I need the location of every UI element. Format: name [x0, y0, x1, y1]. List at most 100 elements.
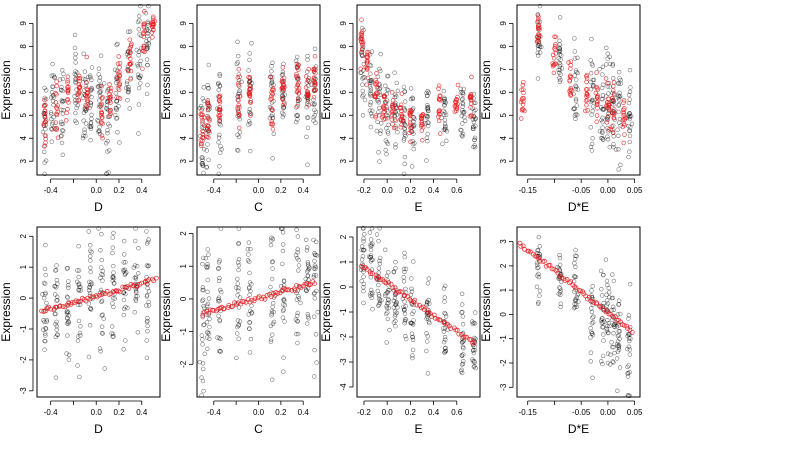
data-point-black	[589, 141, 595, 147]
data-point-black	[305, 245, 310, 250]
data-point-red	[75, 299, 81, 305]
x-tick-label: -0.4	[207, 186, 221, 195]
data-point-black	[362, 248, 367, 253]
data-point-black	[204, 265, 210, 271]
data-point-black	[360, 82, 365, 87]
data-point-black	[410, 334, 415, 340]
data-point-black	[600, 72, 605, 77]
data-point-black	[98, 53, 104, 58]
data-point-black	[75, 334, 81, 339]
data-point-black	[123, 271, 128, 276]
data-point-black	[627, 347, 633, 352]
data-point-red	[247, 99, 253, 105]
data-point-red	[391, 125, 397, 131]
data-point-black	[269, 276, 275, 282]
data-point-black	[376, 150, 381, 155]
data-point-red	[594, 70, 599, 75]
data-point-red	[107, 113, 113, 118]
data-point-black	[557, 79, 562, 85]
data-point-black	[271, 301, 276, 306]
data-point-black	[205, 142, 210, 147]
data-point-black	[269, 238, 274, 243]
data-point-black	[64, 321, 70, 326]
data-point-black	[459, 353, 464, 358]
data-point-black	[98, 248, 103, 253]
data-point-black	[295, 102, 301, 107]
data-point-black	[460, 131, 466, 137]
data-point-red	[270, 121, 275, 126]
data-point-red	[99, 96, 105, 101]
data-point-black	[236, 148, 241, 153]
data-point-black	[628, 336, 633, 341]
data-point-red	[606, 311, 612, 317]
data-point-red	[436, 86, 441, 91]
data-point-black	[139, 33, 144, 39]
data-point-black	[590, 84, 596, 89]
data-point-black	[573, 83, 578, 88]
data-point-red	[568, 85, 574, 91]
data-point-black	[99, 232, 104, 237]
data-point-black	[410, 321, 415, 326]
data-point-black	[459, 128, 464, 133]
data-point-black	[440, 141, 445, 147]
data-point-black	[249, 282, 254, 287]
data-point-black	[611, 331, 616, 336]
data-point-black	[43, 326, 48, 331]
data-point-black	[442, 310, 447, 316]
data-point-red	[303, 74, 309, 79]
data-point-red	[117, 82, 122, 88]
data-point-black	[368, 237, 374, 242]
data-point-black	[557, 38, 562, 43]
data-point-black	[101, 81, 107, 86]
data-point-black	[87, 73, 93, 78]
data-point-red	[567, 78, 572, 84]
data-point-red	[583, 87, 589, 92]
data-point-black	[73, 110, 78, 116]
data-point-black	[269, 259, 275, 265]
data-point-red	[594, 102, 600, 107]
data-point-red	[312, 281, 317, 287]
data-point-red	[142, 43, 147, 49]
data-point-black	[313, 239, 319, 245]
data-point-red	[469, 74, 474, 80]
data-point-black	[137, 75, 143, 81]
data-point-red	[85, 295, 91, 301]
data-point-red	[42, 108, 48, 114]
data-point-black	[627, 67, 633, 73]
data-point-black	[89, 116, 94, 122]
data-point-black	[248, 246, 253, 252]
data-point-black	[219, 289, 224, 295]
data-point-black	[269, 311, 274, 316]
data-point-black	[98, 287, 104, 293]
data-point-red	[279, 79, 285, 84]
data-point-red	[294, 89, 300, 94]
data-point-black	[247, 121, 253, 126]
data-point-black	[296, 268, 301, 273]
data-point-black	[387, 288, 392, 293]
data-point-black	[44, 300, 49, 306]
data-point-black	[104, 106, 109, 111]
data-point-black	[52, 284, 58, 289]
data-point-red	[247, 92, 252, 98]
data-point-black	[393, 318, 398, 324]
data-point-black	[96, 66, 102, 71]
data-point-black	[280, 248, 286, 254]
y-axis-label: Expression	[0, 60, 13, 119]
data-point-red	[100, 95, 105, 100]
data-point-black	[359, 244, 365, 249]
data-point-red	[359, 50, 364, 55]
data-point-black	[127, 29, 133, 34]
data-point-black	[110, 235, 115, 240]
data-point-black	[312, 46, 318, 51]
data-point-red	[606, 127, 612, 132]
data-point-black	[97, 124, 102, 130]
data-point-black	[535, 53, 541, 58]
data-point-red	[41, 309, 47, 314]
data-point-black	[574, 304, 579, 310]
data-point-black	[625, 333, 630, 339]
data-point-black	[574, 112, 580, 118]
data-point-black	[145, 264, 151, 269]
data-point-black	[111, 281, 117, 286]
data-point-black	[615, 80, 621, 86]
data-point-black	[625, 364, 630, 370]
